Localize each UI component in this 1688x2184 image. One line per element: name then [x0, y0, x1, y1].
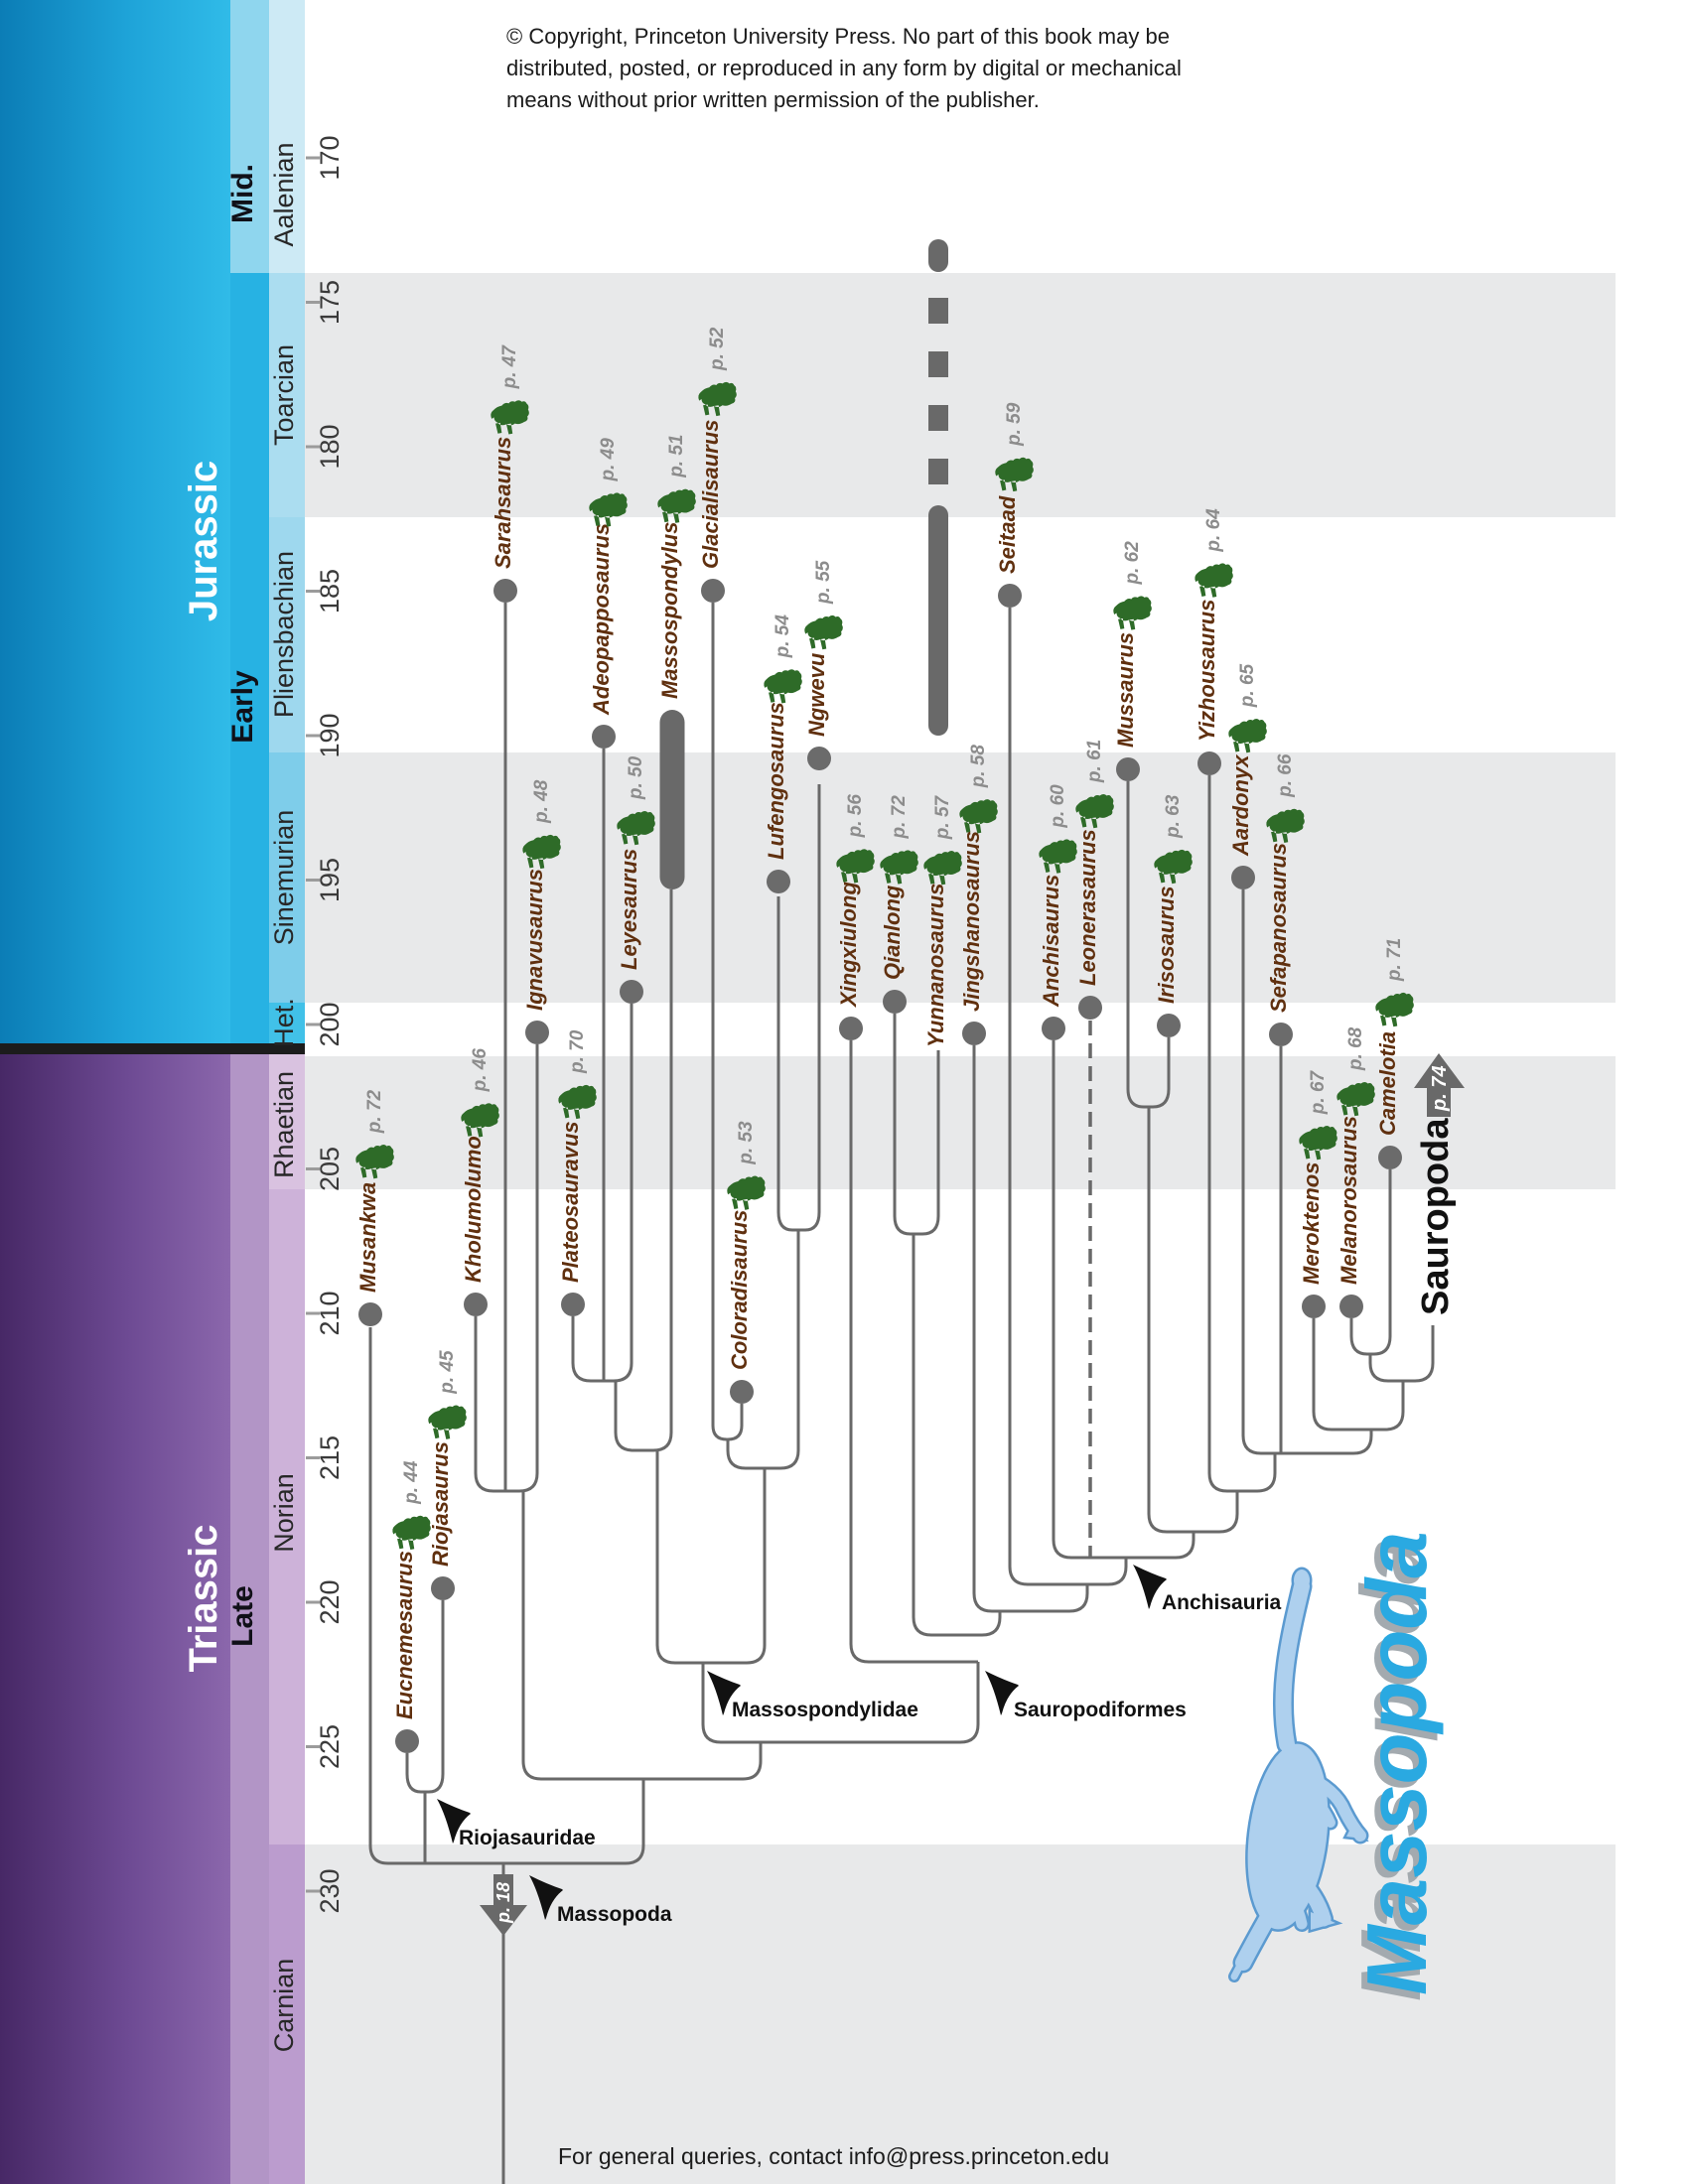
svg-text:Aardonyx: Aardonyx	[1228, 754, 1253, 857]
svg-text:Meroktenos: Meroktenos	[1299, 1162, 1324, 1285]
svg-text:Aalenian: Aalenian	[269, 142, 299, 246]
svg-text:Massospondylus: Massospondylus	[657, 522, 682, 699]
svg-text:Leonerasaurus: Leonerasaurus	[1075, 829, 1100, 986]
svg-text:p. 72: p. 72	[889, 795, 910, 840]
svg-text:Seitaad: Seitaad	[995, 495, 1020, 574]
svg-text:Riojasauridae: Riojasauridae	[459, 1827, 596, 1849]
svg-text:Pliensbachian: Pliensbachian	[269, 551, 299, 718]
svg-text:Adeopapposaurus: Adeopapposaurus	[589, 523, 614, 716]
svg-text:p. 68: p. 68	[1345, 1026, 1366, 1071]
svg-text:Mussaurus: Mussaurus	[1113, 632, 1138, 748]
svg-text:p. 57: p. 57	[932, 794, 953, 840]
svg-text:Sefapanosaurus: Sefapanosaurus	[1266, 843, 1291, 1013]
svg-text:Lufengosaurus: Lufengosaurus	[764, 702, 788, 860]
svg-text:distributed, posted, or reprod: distributed, posted, or reproduced in an…	[506, 56, 1182, 80]
svg-text:p. 55: p. 55	[813, 560, 834, 605]
svg-text:p. 51: p. 51	[666, 434, 687, 478]
svg-text:p. 65: p. 65	[1237, 663, 1258, 708]
svg-text:Xingxiulong: Xingxiulong	[836, 882, 861, 1009]
svg-text:Musankwa: Musankwa	[355, 1182, 380, 1293]
svg-text:p. 60: p. 60	[1048, 784, 1068, 829]
svg-text:Yunnanosaurus: Yunnanosaurus	[923, 884, 948, 1047]
svg-text:means without prior written pe: means without prior written permission o…	[506, 87, 1040, 112]
svg-text:p. 46: p. 46	[470, 1048, 491, 1093]
svg-text:Massospondylidae: Massospondylidae	[732, 1699, 918, 1721]
svg-text:Rhaetian: Rhaetian	[269, 1071, 299, 1178]
svg-text:Jurassic: Jurassic	[182, 461, 225, 621]
svg-text:p. 53: p. 53	[736, 1121, 757, 1165]
svg-text:p. 66: p. 66	[1275, 753, 1296, 798]
svg-text:p. 47: p. 47	[499, 344, 520, 390]
svg-text:p. 52: p. 52	[707, 327, 728, 371]
svg-text:Eucnemesaurus: Eucnemesaurus	[392, 1551, 417, 1719]
svg-text:Het.: Het.	[269, 998, 299, 1047]
svg-text:p. 44: p. 44	[401, 1460, 422, 1505]
svg-text:p. 49: p. 49	[598, 438, 619, 482]
svg-text:Irisosaurus: Irisosaurus	[1154, 886, 1179, 1004]
svg-text:Carnian: Carnian	[269, 1959, 299, 2053]
svg-text:Massopoda: Massopoda	[1350, 1531, 1445, 1995]
svg-text:p. 64: p. 64	[1203, 508, 1224, 553]
svg-text:Yizhousaurus: Yizhousaurus	[1195, 600, 1219, 742]
svg-text:Norian: Norian	[269, 1473, 299, 1553]
svg-text:p. 50: p. 50	[626, 755, 646, 800]
svg-text:p. 62: p. 62	[1122, 541, 1143, 586]
svg-text:Mid.: Mid.	[226, 164, 259, 223]
svg-text:Sauropodiformes: Sauropodiformes	[1014, 1699, 1187, 1721]
svg-text:p. 58: p. 58	[968, 745, 989, 789]
svg-text:p. 48: p. 48	[531, 779, 552, 824]
svg-text:Anchisaurus: Anchisaurus	[1039, 875, 1063, 1008]
svg-text:Sarahsaurus: Sarahsaurus	[491, 437, 515, 569]
svg-text:Toarcian: Toarcian	[269, 344, 299, 446]
svg-text:Coloradisaurus: Coloradisaurus	[727, 1210, 752, 1370]
svg-text:Melanorosaurus: Melanorosaurus	[1336, 1116, 1361, 1285]
svg-text:Ignavusaurus: Ignavusaurus	[522, 869, 547, 1011]
svg-text:Riojasaurus: Riojasaurus	[428, 1441, 453, 1567]
svg-text:Jingshanosaurus: Jingshanosaurus	[959, 831, 984, 1012]
svg-text:Sinemurian: Sinemurian	[269, 810, 299, 946]
svg-text:p. 71: p. 71	[1384, 938, 1405, 982]
svg-text:p. 56: p. 56	[845, 794, 866, 839]
svg-text:p. 63: p. 63	[1163, 794, 1184, 839]
svg-text:Plateosauravus: Plateosauravus	[558, 1121, 583, 1283]
svg-text:p. 18: p. 18	[493, 1882, 513, 1924]
svg-text:Camelotia: Camelotia	[1375, 1031, 1400, 1136]
svg-text:Massopoda: Massopoda	[1344, 1537, 1439, 2001]
svg-text:p. 67: p. 67	[1308, 1069, 1329, 1115]
svg-text:For general queries, contact i: For general queries, contact info@press.…	[558, 2143, 1109, 2169]
svg-text:Late: Late	[226, 1585, 259, 1647]
svg-text:Anchisauria: Anchisauria	[1162, 1591, 1282, 1614]
svg-text:p. 54: p. 54	[773, 614, 793, 659]
svg-text:Triassic: Triassic	[182, 1524, 225, 1672]
svg-text:Qianlong: Qianlong	[880, 885, 905, 980]
svg-text:Sauropoda: Sauropoda	[1415, 1118, 1457, 1315]
svg-text:Glacialisaurus: Glacialisaurus	[698, 420, 723, 569]
svg-text:© Copyright, Princeton Univers: © Copyright, Princeton University Press.…	[506, 24, 1170, 49]
svg-text:p. 45: p. 45	[437, 1350, 458, 1395]
svg-text:p. 72: p. 72	[364, 1089, 385, 1134]
svg-text:Leyesaurus: Leyesaurus	[617, 849, 641, 970]
svg-text:Ngwevu: Ngwevu	[804, 652, 829, 737]
svg-text:p. 59: p. 59	[1004, 402, 1025, 447]
svg-text:p. 74: p. 74	[1429, 1065, 1451, 1112]
svg-text:Massopoda: Massopoda	[557, 1903, 672, 1926]
svg-text:Early: Early	[226, 670, 259, 744]
svg-text:p. 61: p. 61	[1084, 740, 1105, 783]
svg-text:p. 70: p. 70	[567, 1029, 588, 1074]
svg-text:Kholumolumo: Kholumolumo	[461, 1136, 486, 1283]
